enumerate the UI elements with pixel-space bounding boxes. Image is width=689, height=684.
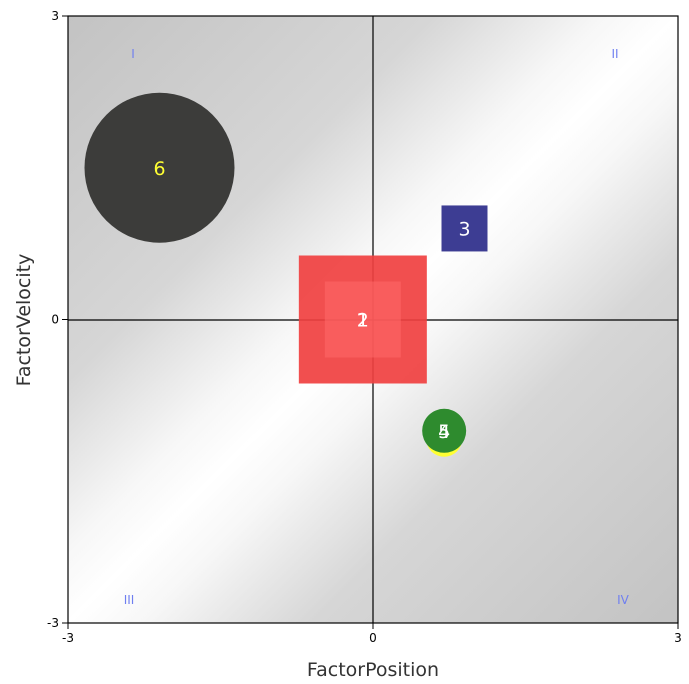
point-label-4: 4 (438, 421, 450, 443)
x-tick-label: 3 (674, 631, 682, 645)
point-marker-6 (84, 92, 235, 243)
quadrant-label-iii: III (124, 593, 135, 607)
y-axis-title: FactorVelocity (13, 254, 35, 387)
quadrant-label-i: I (131, 47, 135, 61)
point-label-5: 5 (438, 421, 450, 443)
y-tick-label: 3 (51, 9, 59, 23)
point-label-6: 6 (153, 158, 165, 180)
y-tick-label: -3 (47, 616, 59, 630)
quadrant-label-iv: IV (617, 593, 630, 607)
point-marker-2 (324, 281, 401, 358)
x-tick-label: 0 (369, 631, 377, 645)
x-axis-title: FactorPosition (307, 659, 439, 681)
point-label-1: 1 (357, 310, 369, 332)
point-marker-3 (441, 205, 488, 252)
x-tick-label: -3 (62, 631, 74, 645)
quadrant-label-ii: II (611, 47, 618, 61)
point-label-3: 3 (458, 218, 470, 240)
y-tick-label: 0 (51, 313, 59, 327)
point-marker-5 (422, 408, 467, 453)
point-label-2: 2 (357, 310, 369, 332)
